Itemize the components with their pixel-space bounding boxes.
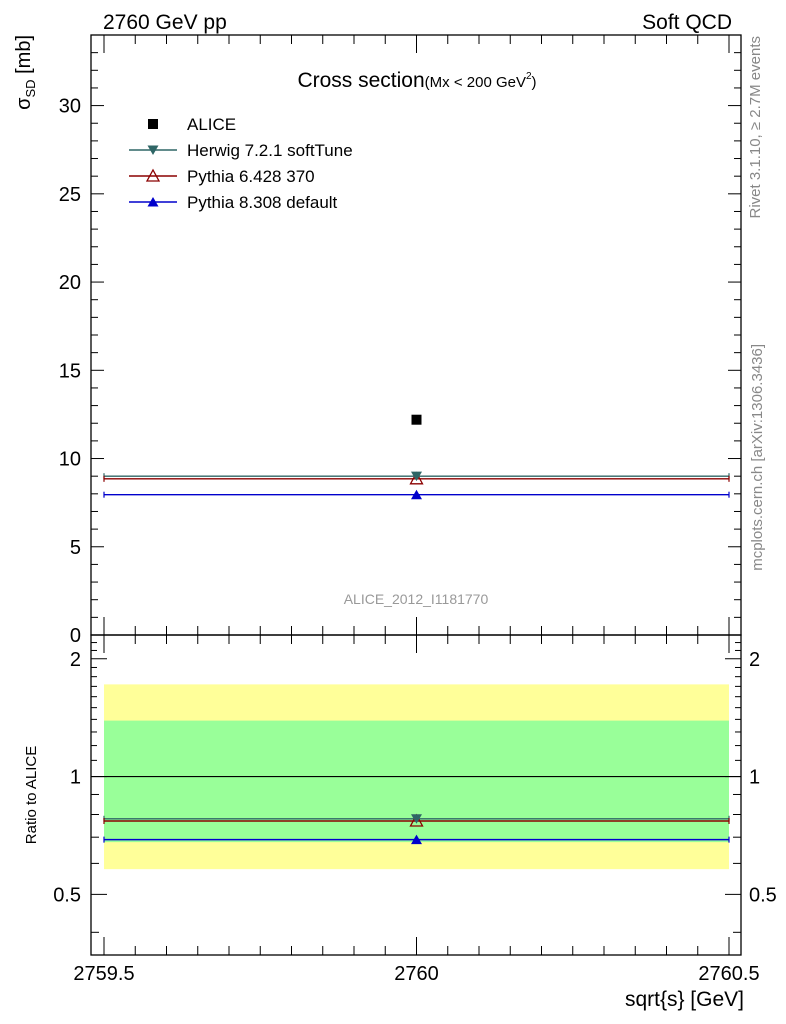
- main-data-point: [411, 414, 422, 425]
- legend-marker-herwig: [147, 145, 159, 155]
- main-ytick-label: 30: [59, 96, 81, 118]
- legend-marker-data: [148, 119, 158, 129]
- ratio-pythia8-point: [411, 834, 422, 845]
- x-tick-label: 2759.5: [73, 963, 134, 985]
- x-axis-label: sqrt{s} [GeV]: [625, 988, 744, 1011]
- header-right: Soft QCD: [642, 11, 732, 34]
- main-ytick-label: 25: [59, 184, 81, 206]
- mcplots-label: mcplots.cern.ch [arXiv:1306.3436]: [749, 344, 766, 571]
- ratio-ytick-label-left: 1: [70, 767, 81, 789]
- legend-label-pythia8: Pythia 8.308 default: [187, 193, 338, 212]
- ratio-ytick-label-right: 0.5: [749, 884, 777, 906]
- main-ytick-label: 20: [59, 272, 81, 294]
- legend-marker-pythia8: [147, 197, 159, 207]
- legend-label-data: ALICE: [187, 115, 236, 134]
- rivet-label: Rivet 3.1.10, ≥ 2.7M events: [747, 36, 764, 219]
- analysis-watermark: ALICE_2012_I1181770: [344, 591, 489, 607]
- legend-marker-pythia6: [145, 168, 161, 182]
- title-sub: (Mx < 200 GeV: [425, 74, 526, 91]
- ratio-ylabel: Ratio to ALICE: [23, 746, 40, 844]
- main-panel: 0 5 10 15 20 25 30 Cross section(Mx < 200 GeV2…: [13, 34, 742, 647]
- main-pythia6-point: [409, 471, 424, 485]
- main-pythia8-point: [411, 489, 422, 500]
- ratio-ytick-label-left: 0.5: [53, 884, 81, 906]
- header-left: 2760 GeV pp: [103, 11, 227, 34]
- x-tick-label: 2760: [394, 963, 439, 985]
- legend: ALICE Herwig 7.2.1 softTune Pythia 6.428 3…: [129, 115, 353, 212]
- ratio-ytick-label-right: 1: [749, 767, 760, 789]
- main-ytick-label: 10: [59, 449, 81, 471]
- title-close: ): [532, 74, 537, 91]
- x-tick-label: 2760.5: [698, 963, 759, 985]
- main-ytick-label: 0: [70, 625, 81, 647]
- main-title: Cross section(Mx < 200 GeV2): [297, 69, 536, 92]
- main-ylabel: σSD [mb]: [13, 35, 38, 110]
- main-ytick-label: 15: [59, 360, 81, 382]
- ratio-panel: 0.5 0.5 1 1 2 2 2759.5 2760 2760.5 Ratio to ALIC…: [23, 634, 777, 1011]
- ratio-pythia6-point: [409, 813, 424, 827]
- ratio-ytick-label-right: 2: [749, 649, 760, 671]
- ratio-herwig-point: [411, 814, 422, 824]
- ylabel-unit: [mb]: [13, 35, 35, 79]
- ylabel-sub: SD: [23, 79, 38, 97]
- main-ytick-label: 5: [70, 537, 81, 559]
- title-text: Cross section: [297, 69, 424, 92]
- ratio-ytick-label-left: 2: [70, 649, 81, 671]
- legend-label-herwig: Herwig 7.2.1 softTune: [187, 141, 353, 160]
- legend-label-pythia6: Pythia 6.428 370: [187, 167, 315, 186]
- title-sup: 2: [526, 71, 532, 82]
- ylabel-sigma: σ: [13, 97, 35, 110]
- ratio-band_inner: [104, 720, 729, 843]
- main-herwig-point: [411, 471, 422, 482]
